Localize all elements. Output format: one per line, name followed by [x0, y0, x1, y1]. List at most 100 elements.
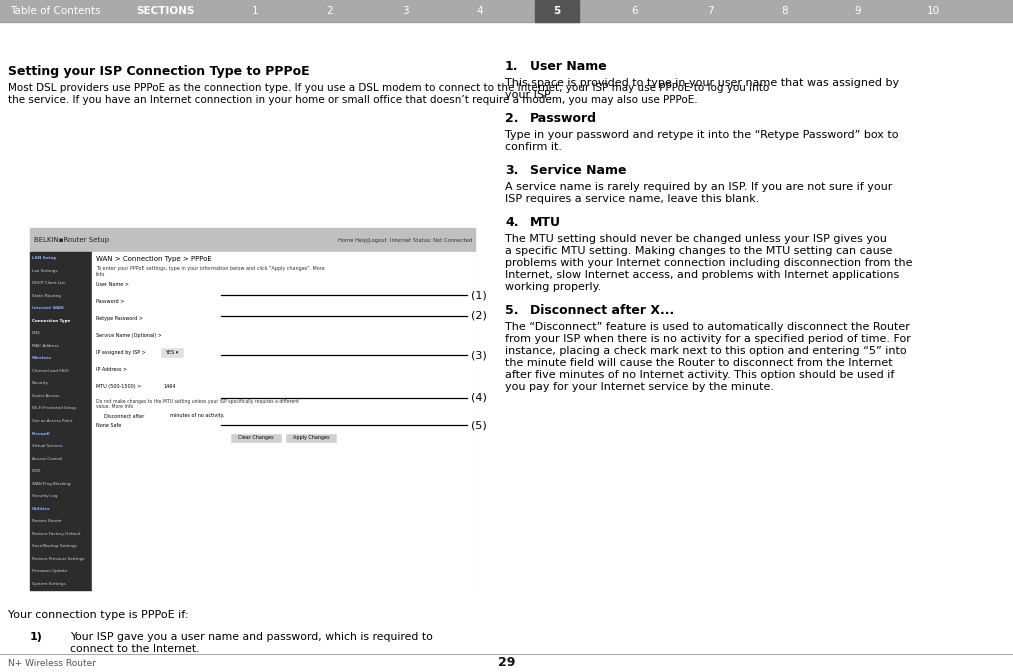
Text: Info: Info	[96, 272, 105, 277]
Text: LAN Setup: LAN Setup	[32, 256, 57, 260]
Text: 1464: 1464	[163, 384, 175, 389]
Text: (4): (4)	[471, 393, 487, 403]
Text: MAC Address: MAC Address	[32, 344, 59, 348]
Text: IP Address >: IP Address >	[96, 367, 127, 372]
Text: Most DSL providers use PPPoE as the connection type. If you use a DSL modem to c: Most DSL providers use PPPoE as the conn…	[8, 83, 769, 93]
Text: value. More Info: value. More Info	[96, 404, 134, 409]
Text: MTU: MTU	[530, 216, 561, 229]
Bar	[0, 0, 1013, 22]
Text: 9: 9	[855, 6, 861, 16]
Text: User Name >: User Name >	[96, 282, 129, 287]
Text: Firewall: Firewall	[32, 431, 51, 435]
Text: Wi-Fi Protected Setup: Wi-Fi Protected Setup	[32, 407, 76, 411]
Bar	[30, 228, 475, 252]
Text: Security Log: Security Log	[32, 494, 58, 498]
Text: 8: 8	[782, 6, 788, 16]
Text: (3): (3)	[471, 350, 487, 360]
Text: Table of Contents: Table of Contents	[10, 6, 100, 16]
Text: (5): (5)	[471, 420, 487, 430]
Text: 2: 2	[326, 6, 333, 16]
Text: 4: 4	[477, 6, 483, 16]
Text: User Name: User Name	[530, 60, 607, 73]
Text: Do not make changes to the MTU setting unless your ISP specifically requires a d: Do not make changes to the MTU setting u…	[96, 399, 299, 404]
Text: 6: 6	[632, 6, 638, 16]
Text: WAN > Connection Type > PPPoE: WAN > Connection Type > PPPoE	[96, 256, 212, 262]
Text: DMZ: DMZ	[32, 469, 42, 473]
Text: Guest Access: Guest Access	[32, 394, 60, 398]
Text: Access Control: Access Control	[32, 456, 62, 460]
Text: Apply Changes: Apply Changes	[293, 435, 329, 441]
Bar	[161, 382, 219, 391]
Bar	[30, 252, 92, 590]
Text: 29: 29	[497, 657, 516, 669]
Text: 3.: 3.	[505, 164, 519, 177]
Text: Restart Router: Restart Router	[32, 519, 62, 523]
Text: Utilities: Utilities	[32, 507, 51, 511]
Text: WAN Ping Blocking: WAN Ping Blocking	[32, 482, 71, 486]
Bar	[161, 331, 219, 340]
Text: Internet, slow Internet access, and problems with Internet applications: Internet, slow Internet access, and prob…	[505, 270, 900, 280]
Bar	[30, 228, 475, 590]
Text: Restore Previous Settings: Restore Previous Settings	[32, 556, 84, 560]
Bar	[231, 434, 281, 442]
Bar	[176, 365, 189, 374]
Text: from your ISP when there is no activity for a specified period of time. For: from your ISP when there is no activity …	[505, 334, 911, 344]
Text: Your ISP gave you a user name and password, which is required to
connect to the : Your ISP gave you a user name and passwo…	[70, 632, 433, 654]
Text: Service Name: Service Name	[530, 164, 626, 177]
Bar	[286, 434, 336, 442]
Text: your ISP.: your ISP.	[505, 90, 553, 100]
Text: instance, placing a check mark next to this option and entering “5” into: instance, placing a check mark next to t…	[505, 346, 907, 356]
Text: None Safe: None Safe	[96, 423, 122, 428]
Text: ISP requires a service name, leave this blank.: ISP requires a service name, leave this …	[505, 194, 760, 204]
Text: (1): (1)	[471, 290, 487, 300]
Text: To enter your PPPoE settings, type in your information below and click "Apply ch: To enter your PPPoE settings, type in yo…	[96, 266, 325, 271]
Text: Lan Settings: Lan Settings	[32, 269, 58, 273]
Text: Disconnect after X...: Disconnect after X...	[530, 304, 675, 317]
Bar	[161, 314, 219, 323]
Text: A service name is rarely required by an ISP. If you are not sure if your: A service name is rarely required by an …	[505, 182, 892, 192]
Text: The MTU setting should never be changed unless your ISP gives you: The MTU setting should never be changed …	[505, 234, 886, 244]
Text: N+ Wireless Router: N+ Wireless Router	[8, 659, 96, 667]
Text: 4.: 4.	[505, 216, 519, 229]
Text: after five minutes of no Internet activity. This option should be used if: after five minutes of no Internet activi…	[505, 370, 894, 380]
Text: Channel and SSID: Channel and SSID	[32, 369, 69, 373]
Text: Firmware Update: Firmware Update	[32, 569, 67, 573]
Text: working properly.: working properly.	[505, 282, 602, 292]
Bar	[535, 0, 579, 22]
Text: Password: Password	[530, 112, 597, 125]
Text: Static Routing: Static Routing	[32, 294, 61, 298]
Text: IP assigned by ISP >: IP assigned by ISP >	[96, 350, 146, 355]
Bar	[191, 365, 204, 374]
Bar	[161, 280, 219, 289]
Text: Type in your password and retype it into the “Retype Password” box to: Type in your password and retype it into…	[505, 130, 899, 140]
Text: a specific MTU setting. Making changes to the MTU setting can cause: a specific MTU setting. Making changes t…	[505, 246, 892, 256]
Text: Your connection type is PPPoE if:: Your connection type is PPPoE if:	[8, 610, 188, 620]
Text: Disconnect after: Disconnect after	[104, 413, 145, 419]
Text: Internet WAN: Internet WAN	[32, 306, 64, 310]
Text: The “Disconnect” feature is used to automatically disconnect the Router: The “Disconnect” feature is used to auto…	[505, 322, 910, 332]
Text: DHCP Client List: DHCP Client List	[32, 282, 65, 286]
Text: Retype Password >: Retype Password >	[96, 316, 143, 321]
Bar	[206, 365, 219, 374]
Bar	[96, 413, 102, 419]
Text: you pay for your Internet service by the minute.: you pay for your Internet service by the…	[505, 382, 774, 392]
Text: SECTIONS: SECTIONS	[136, 6, 194, 16]
Text: YES ▾: YES ▾	[165, 350, 178, 355]
Text: Save/Backup Settings: Save/Backup Settings	[32, 544, 77, 548]
Text: Connection Type: Connection Type	[32, 319, 70, 323]
Text: 1.: 1.	[505, 60, 519, 73]
Text: the minute field will cause the Router to disconnect from the Internet: the minute field will cause the Router t…	[505, 358, 892, 368]
Text: Wireless: Wireless	[32, 356, 52, 360]
Text: problems with your Internet connection including disconnection from the: problems with your Internet connection i…	[505, 258, 913, 268]
Text: 5: 5	[553, 6, 560, 16]
Text: Setting your ISP Connection Type to PPPoE: Setting your ISP Connection Type to PPPo…	[8, 65, 310, 78]
Text: This space is provided to type in your user name that was assigned by: This space is provided to type in your u…	[505, 78, 900, 88]
Text: System Settings: System Settings	[32, 582, 66, 586]
Bar	[146, 413, 168, 419]
Text: Restore Factory Default: Restore Factory Default	[32, 532, 80, 536]
Text: 10: 10	[927, 6, 940, 16]
Text: Service Name (Optional) >: Service Name (Optional) >	[96, 333, 162, 338]
Text: Security: Security	[32, 382, 49, 386]
Bar	[92, 252, 475, 590]
Text: 7: 7	[707, 6, 713, 16]
